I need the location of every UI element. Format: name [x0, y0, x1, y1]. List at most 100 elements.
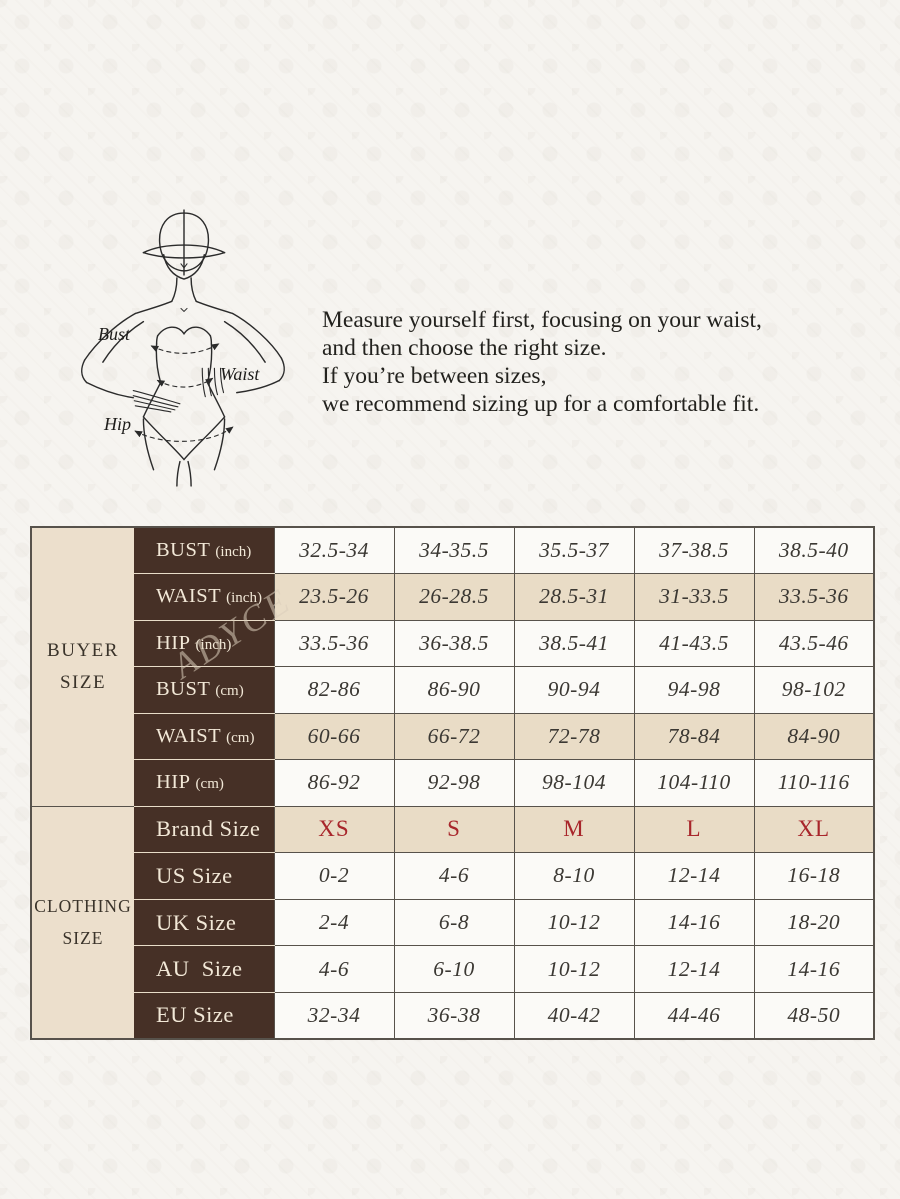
size-cell: 86-92: [273, 759, 395, 807]
row-label: UK Size: [134, 898, 275, 947]
row-label-unit: (inch): [215, 544, 252, 561]
size-cell: 66-72: [393, 712, 515, 761]
size-cell: 36-38: [393, 991, 515, 1040]
size-chart-table: BUYER SIZE BUST (inch) 32.5-34 34-35.5 35…: [30, 526, 875, 1040]
size-cell: S: [393, 805, 515, 854]
size-cell: 84-90: [753, 712, 875, 761]
row-label: WAIST (inch): [134, 573, 275, 621]
row-label-text: AU Size: [156, 956, 243, 982]
hip-label: Hip: [104, 414, 131, 434]
size-cell: 34-35.5: [393, 526, 515, 575]
size-cell: 94-98: [633, 666, 755, 714]
size-cell: 48-50: [753, 991, 875, 1040]
row-label: AU Size: [134, 945, 275, 993]
row-bust-inch: BUYER SIZE BUST (inch) 32.5-34 34-35.5 35…: [31, 526, 875, 807]
row-label: BUST (inch): [134, 527, 275, 575]
size-cell: 12-14: [633, 852, 755, 900]
body-sketch-illustration: [81, 209, 285, 487]
size-cell: 38.5-40: [753, 526, 875, 575]
size-cell: 60-66: [273, 712, 395, 761]
size-cell: 26-28.5: [393, 573, 515, 621]
instruction-line: and then choose the right size.: [322, 335, 607, 361]
row-label: BUST (cm): [134, 666, 275, 714]
row-label-text: BUST: [156, 678, 211, 701]
instruction-line: we recommend sizing up for a comfortable…: [322, 391, 760, 417]
bust-label: Bust: [98, 324, 131, 344]
size-cell: 4-6: [273, 945, 395, 993]
row-waist-inch: WAIST (inch) 23.5-26 26-28.5 28.5-31 31-3…: [31, 573, 875, 621]
row-label-text: HIP: [156, 631, 191, 654]
size-cell: 10-12: [513, 945, 635, 993]
row-label-unit: (cm): [215, 683, 244, 700]
size-cell: 98-102: [753, 666, 875, 714]
instruction-line: Measure yourself first, focusing on your…: [322, 307, 762, 333]
size-cell: 10-12: [513, 898, 635, 947]
row-au-size: AU Size 4-6 6-10 10-12 12-14 14-16: [31, 945, 875, 993]
size-cell: 14-16: [753, 945, 875, 993]
row-label: Brand Size: [134, 805, 275, 854]
size-cell: L: [633, 805, 755, 854]
size-cell: 38.5-41: [513, 619, 635, 668]
row-label-unit: (inch): [226, 590, 262, 607]
size-cell: M: [513, 805, 635, 854]
size-cell: 44-46: [633, 991, 755, 1040]
size-cell: 104-110: [633, 759, 755, 807]
size-cell: 92-98: [393, 759, 515, 807]
size-cell: 14-16: [633, 898, 755, 947]
row-label-unit: (cm): [226, 729, 255, 746]
size-cell: 40-42: [513, 991, 635, 1040]
row-label-text: WAIST: [156, 724, 222, 747]
size-cell: 33.5-36: [273, 619, 395, 668]
size-cell: 37-38.5: [633, 526, 755, 575]
row-us-size: US Size 0-2 4-6 8-10 12-14 16-18: [31, 852, 875, 900]
row-label: EU Size: [134, 991, 275, 1039]
row-brand-size: CLOTHING SIZE Brand Size XS S M L XL: [31, 805, 875, 1039]
row-bust-cm: BUST (cm) 82-86 86-90 90-94 94-98 98-102: [31, 666, 875, 714]
size-cell: 35.5-37: [513, 526, 635, 575]
row-eu-size: EU Size 32-34 36-38 40-42 44-46 48-50: [31, 991, 875, 1040]
size-cell: 32-34: [273, 991, 395, 1040]
size-cell: 110-116: [753, 759, 875, 807]
size-cell: 98-104: [513, 759, 635, 807]
size-cell: 8-10: [513, 852, 635, 900]
row-uk-size: UK Size 2-4 6-8 10-12 14-16 18-20: [31, 898, 875, 947]
waist-label: Waist: [220, 364, 260, 384]
measurement-figure: Bust Waist Hip: [72, 208, 296, 490]
row-label-text: US Size: [156, 862, 233, 888]
size-cell: 18-20: [753, 898, 875, 947]
row-label-text: UK Size: [156, 909, 237, 935]
row-label-unit: (cm): [195, 776, 224, 793]
size-cell: 78-84: [633, 712, 755, 761]
size-cell: 23.5-26: [273, 573, 395, 621]
size-cell: 12-14: [633, 945, 755, 993]
size-cell: 43.5-46: [753, 619, 875, 668]
size-cell: 4-6: [393, 852, 515, 900]
size-cell: 41-43.5: [633, 619, 755, 668]
size-cell: 16-18: [753, 852, 875, 900]
group-buyer-size: BUYER SIZE: [31, 527, 134, 807]
size-cell: 2-4: [273, 898, 395, 947]
size-cell: 32.5-34: [273, 526, 395, 575]
size-cell: XL: [753, 805, 875, 854]
row-label: HIP (inch): [134, 619, 275, 668]
row-label-unit: (inch): [195, 636, 232, 653]
row-hip-cm: HIP (cm) 86-92 92-98 98-104 104-110 110-1…: [31, 759, 875, 807]
row-label-text: WAIST: [156, 585, 222, 608]
row-label: US Size: [134, 852, 275, 900]
row-label-text: EU Size: [156, 1002, 234, 1028]
instruction-line: If you’re between sizes,: [322, 363, 547, 389]
size-cell: 72-78: [513, 712, 635, 761]
size-cell: 90-94: [513, 666, 635, 714]
row-waist-cm: WAIST (cm) 60-66 66-72 72-78 78-84 84-90: [31, 712, 875, 761]
row-label-text: BUST: [156, 539, 211, 562]
row-label: HIP (cm): [134, 759, 275, 807]
size-cell: 28.5-31: [513, 573, 635, 621]
size-cell: 33.5-36: [753, 573, 875, 621]
group-clothing-size: CLOTHING SIZE: [31, 805, 134, 1039]
row-label-text: Brand Size: [156, 816, 261, 842]
row-label-text: HIP: [156, 771, 191, 794]
size-cell: 6-10: [393, 945, 515, 993]
size-cell: XS: [273, 805, 395, 854]
size-cell: 31-33.5: [633, 573, 755, 621]
